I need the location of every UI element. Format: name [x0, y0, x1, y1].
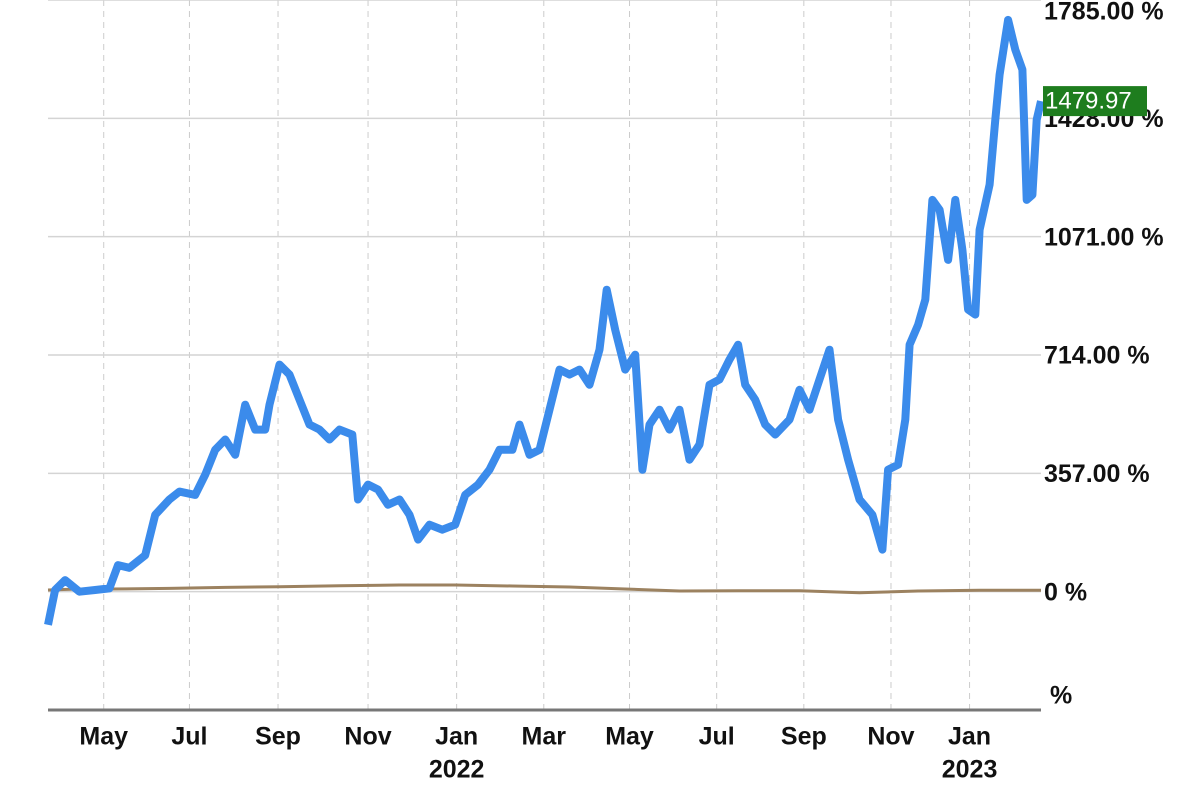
year-label: 2023 [942, 756, 998, 784]
y-tick-label: 1071.00 % [1044, 223, 1164, 251]
x-tick-label: Sep [781, 723, 827, 751]
x-tick-label: Sep [255, 723, 301, 751]
y-tick-label: % [1050, 682, 1072, 710]
x-tick-label: May [605, 723, 654, 751]
x-tick-label: Mar [522, 723, 567, 751]
year-label: 2022 [429, 756, 485, 784]
x-tick-label: Jan [435, 723, 478, 751]
x-tick-label: Nov [867, 723, 914, 751]
x-tick-label: Jul [171, 723, 207, 751]
y-tick-label: 357.00 % [1044, 460, 1150, 488]
current-value-label: 1479.97 [1045, 87, 1132, 114]
y-tick-label: 1785.00 % [1044, 0, 1164, 26]
x-tick-label: Jul [699, 723, 735, 751]
x-tick-label: Nov [344, 723, 391, 751]
y-tick-label: 0 % [1044, 578, 1087, 606]
y-tick-label: 714.00 % [1044, 342, 1150, 370]
current-value-box [1043, 86, 1147, 117]
x-tick-label: May [79, 723, 128, 751]
series-line [44, 15, 1045, 626]
x-tick-label: Jan [948, 723, 991, 751]
series-line [47, 583, 1041, 595]
